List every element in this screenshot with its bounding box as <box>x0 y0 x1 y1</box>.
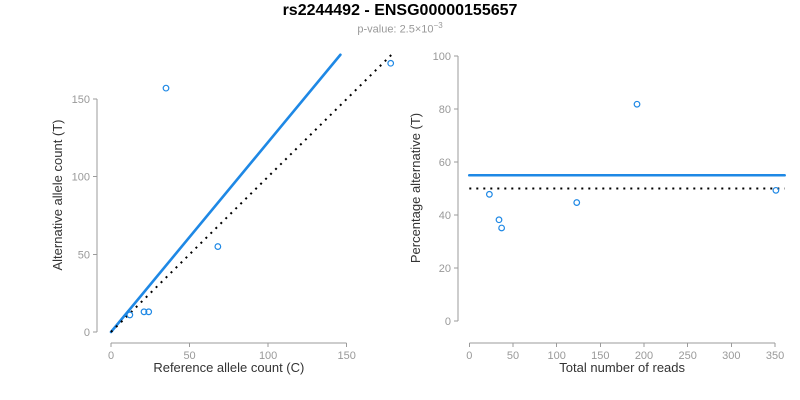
y-tick-label: 150 <box>72 94 90 106</box>
data-points <box>126 59 395 319</box>
y-axis-title: Percentage alternative (T) <box>408 113 423 263</box>
tick-labels: 0 50 100 150 200 250 300 350 0 20 40 60 80 100 <box>433 51 785 362</box>
data-point <box>495 216 503 224</box>
y-tick-label: 50 <box>78 249 90 261</box>
y-tick-label: 0 <box>445 316 451 328</box>
data-points <box>485 100 780 232</box>
page-title: rs2244492 - ENSG00000155657 <box>282 2 518 19</box>
tick-labels: 0 50 100 150 0 50 100 150 <box>72 94 356 362</box>
axes <box>454 55 776 347</box>
data-point <box>633 100 641 108</box>
allele-counts-panel: 0 50 100 150 0 50 100 150 Reference allele count… <box>50 51 395 375</box>
p-value-prefix: p-value: <box>357 23 400 36</box>
y-tick-label: 0 <box>84 327 90 339</box>
data-point <box>140 308 148 316</box>
axes <box>93 98 348 347</box>
x-tick-label: 250 <box>678 350 696 362</box>
y-tick-label: 100 <box>72 172 90 184</box>
x-tick-label: 150 <box>338 350 356 362</box>
data-point <box>485 190 493 198</box>
x-tick-label: 150 <box>591 350 609 362</box>
p-value-subtitle: p-value: 2.5×10−3 <box>0 21 800 36</box>
data-point <box>772 186 780 194</box>
x-tick-label: 0 <box>466 350 472 362</box>
x-tick-label: 350 <box>766 350 784 362</box>
data-point <box>162 84 170 92</box>
axis-titles: Total number of reads Percentage alternat… <box>408 113 686 375</box>
x-tick-label: 200 <box>635 350 653 362</box>
x-tick-label: 50 <box>183 350 195 362</box>
data-point <box>145 308 153 316</box>
figure-header: rs2244492 - ENSG00000155657 p-value: 2.5… <box>0 0 800 36</box>
data-point <box>498 224 506 232</box>
y-tick-label: 20 <box>439 263 451 275</box>
x-axis-title: Reference allele count (C) <box>153 360 304 375</box>
x-tick-label: 50 <box>507 350 519 362</box>
y-axis-title: Alternative allele count (T) <box>50 119 65 270</box>
x-tick-label: 300 <box>722 350 740 362</box>
data-point <box>126 311 134 319</box>
identity-line <box>110 51 395 333</box>
y-tick-label: 100 <box>433 51 451 63</box>
data-point <box>387 59 395 67</box>
y-tick-label: 40 <box>439 210 451 222</box>
data-point <box>214 243 222 250</box>
data-point <box>573 199 581 206</box>
y-tick-label: 60 <box>439 157 451 169</box>
axis-titles: Reference allele count (C) Alternative al… <box>50 119 304 375</box>
p-value-exponent: −3 <box>433 21 443 30</box>
y-tick-label: 80 <box>439 104 451 116</box>
p-value-mantissa: 2.5×10 <box>399 23 434 36</box>
x-axis-title: Total number of reads <box>559 360 685 375</box>
x-tick-label: 0 <box>108 350 114 362</box>
x-tick-label: 100 <box>259 350 277 362</box>
fit-line <box>109 53 342 334</box>
x-tick-label: 100 <box>547 350 565 362</box>
